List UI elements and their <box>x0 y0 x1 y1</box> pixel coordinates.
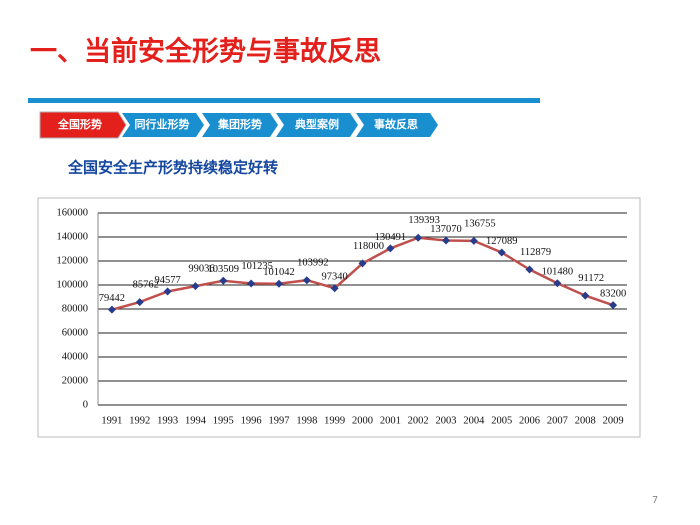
slide-title: 一、当前安全形势与事故反思 <box>30 36 381 68</box>
tab[interactable] <box>276 113 358 137</box>
data-marker <box>330 284 339 293</box>
title-bar <box>28 98 540 103</box>
page-number: 7 <box>652 495 658 506</box>
data-marker <box>302 276 311 285</box>
data-label: 91172 <box>578 273 604 284</box>
y-tick-label: 80000 <box>62 303 88 314</box>
data-marker <box>358 259 367 268</box>
x-tick-label: 2000 <box>352 415 373 426</box>
data-label: 139393 <box>408 215 440 226</box>
y-tick-label: 60000 <box>62 327 88 338</box>
data-label: 79442 <box>99 293 125 304</box>
x-tick-label: 1994 <box>185 415 207 426</box>
tab[interactable] <box>122 113 204 137</box>
x-tick-label: 2009 <box>603 415 624 426</box>
data-marker <box>247 279 256 288</box>
data-label: 85762 <box>133 279 159 290</box>
data-label: 103992 <box>297 258 329 269</box>
x-tick-label: 2003 <box>436 415 457 426</box>
x-tick-label: 1995 <box>213 415 234 426</box>
tab-bar: 全国形势 同行业形势 集团形势 典型案例 事故反思 <box>39 111 438 139</box>
data-marker <box>135 298 144 307</box>
x-tick-label: 2001 <box>380 415 401 426</box>
data-marker <box>525 265 534 274</box>
y-tick-label: 40000 <box>62 351 88 362</box>
data-marker <box>414 233 423 242</box>
data-label: 94577 <box>154 275 180 286</box>
data-marker <box>609 301 618 310</box>
data-marker <box>553 279 562 288</box>
y-tick-label: 120000 <box>57 255 89 266</box>
tab-label[interactable]: 同行业形势 <box>135 117 190 131</box>
x-tick-label: 2002 <box>408 415 429 426</box>
data-label: 101235 <box>241 261 273 272</box>
data-label: 99036 <box>188 264 214 275</box>
data-marker <box>191 282 200 291</box>
x-tick-label: 1992 <box>129 415 150 426</box>
x-tick-label: 1997 <box>268 415 289 426</box>
x-tick-label: 1991 <box>101 415 122 426</box>
data-label: 101480 <box>542 267 574 278</box>
subtitle: 全国安全生产形势持续稳定好转 <box>67 159 278 177</box>
y-tick-label: 140000 <box>57 231 89 242</box>
data-label: 112879 <box>520 247 551 258</box>
data-marker <box>581 291 590 300</box>
tab-label[interactable]: 事故反思 <box>374 117 418 131</box>
chart-frame <box>37 197 641 438</box>
data-label: 127089 <box>486 236 518 247</box>
y-tick-label: 0 <box>83 399 88 410</box>
x-tick-label: 2008 <box>575 415 596 426</box>
data-marker <box>469 236 478 245</box>
y-tick-label: 160000 <box>57 207 89 218</box>
x-tick-label: 2005 <box>491 415 512 426</box>
data-label: 137070 <box>430 224 462 235</box>
x-tick-label: 1999 <box>324 415 345 426</box>
tab-label[interactable]: 全国形势 <box>57 117 102 131</box>
data-marker <box>107 305 116 314</box>
data-marker <box>497 248 506 257</box>
data-label: 136755 <box>464 218 496 229</box>
tab-label[interactable]: 典型案例 <box>295 117 339 131</box>
chart: 0 20000 40000 60000 80000 100000 120000 140000 1… <box>57 207 627 426</box>
x-tick-label: 2004 <box>463 415 485 426</box>
data-label: 103509 <box>208 264 240 275</box>
data-marker <box>219 276 228 285</box>
tab[interactable] <box>202 113 278 137</box>
y-tick-label: 100000 <box>57 279 89 290</box>
data-label: 101042 <box>263 267 295 278</box>
data-label: 130491 <box>375 232 407 243</box>
data-label: 118000 <box>353 241 384 252</box>
tab[interactable] <box>356 113 438 137</box>
data-label: 83200 <box>600 289 626 300</box>
x-tick-label: 1996 <box>241 415 262 426</box>
tab[interactable] <box>39 111 127 139</box>
data-marker <box>274 279 283 288</box>
data-label: 97340 <box>322 272 348 283</box>
x-tick-label: 1998 <box>296 415 317 426</box>
x-tick-label: 2006 <box>519 415 540 426</box>
x-tick-label: 2007 <box>547 415 568 426</box>
data-marker <box>163 287 172 296</box>
data-marker <box>386 244 395 253</box>
data-marker <box>442 236 451 245</box>
y-tick-label: 20000 <box>62 375 88 386</box>
x-tick-label: 1993 <box>157 415 178 426</box>
tab-label[interactable]: 集团形势 <box>217 117 262 131</box>
